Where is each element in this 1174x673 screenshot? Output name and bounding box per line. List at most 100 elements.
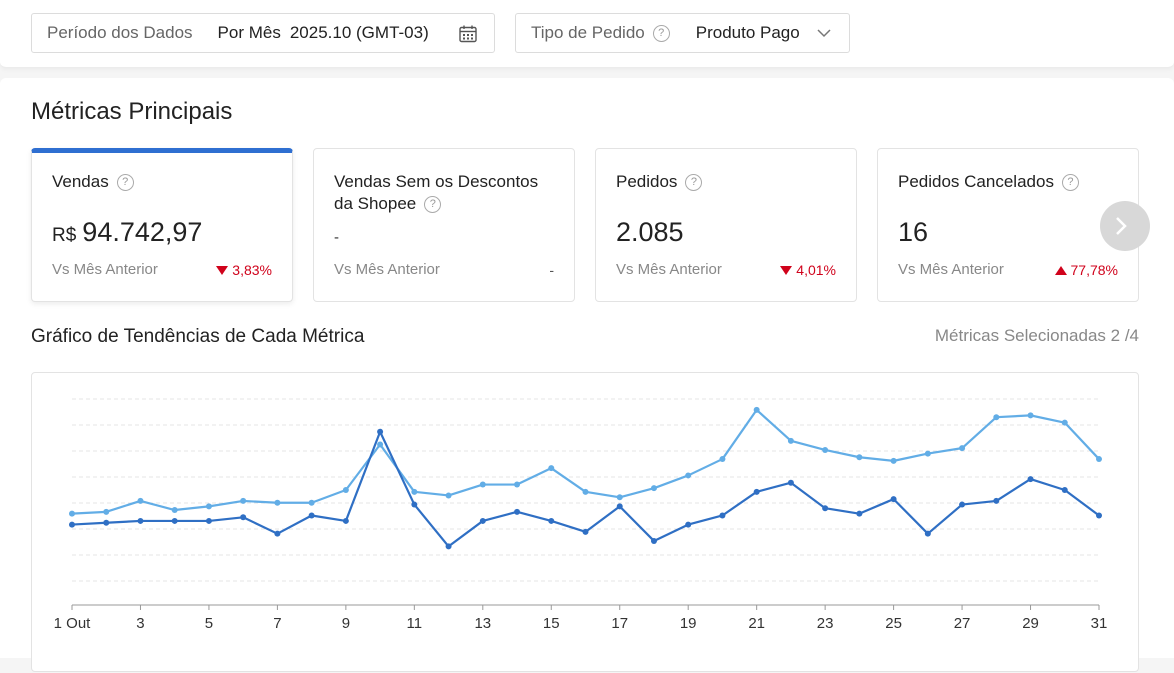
data-point-dark <box>377 428 384 435</box>
data-point-light <box>205 503 212 510</box>
card-change: 4,01% <box>780 262 836 278</box>
data-point-light <box>719 456 726 463</box>
data-point-dark <box>1061 487 1068 493</box>
x-tick-label: 7 <box>273 615 281 632</box>
x-tick-label: 9 <box>342 615 350 632</box>
x-tick-label: 11 <box>407 615 423 632</box>
data-point-dark <box>856 510 863 517</box>
data-point-dark <box>445 543 452 550</box>
data-point-light <box>685 472 692 479</box>
data-point-light <box>890 457 897 464</box>
x-tick-label: 21 <box>748 615 765 632</box>
data-point-light <box>69 510 75 517</box>
data-point-light <box>1096 456 1102 463</box>
x-tick-label: 25 <box>885 615 902 632</box>
x-tick-label: 5 <box>205 615 213 632</box>
chevron-down-icon[interactable] <box>817 28 831 38</box>
next-cards-button[interactable] <box>1100 201 1150 251</box>
metric-card-sales[interactable]: Vendas? R$ 94.742,97 Vs Mês Anterior 3,83… <box>31 148 293 302</box>
arrow-up-icon <box>1054 265 1067 275</box>
x-tick-label: 31 <box>1091 615 1108 632</box>
data-point-dark <box>171 517 178 524</box>
help-icon[interactable]: ? <box>652 24 670 42</box>
arrow-down-icon <box>216 265 229 275</box>
card-compare-label: Vs Mês Anterior <box>616 261 722 278</box>
data-point-dark <box>69 521 75 528</box>
currency-symbol: R$ <box>52 225 77 246</box>
data-point-dark <box>753 488 760 495</box>
data-point-light <box>514 481 521 488</box>
data-point-light <box>959 445 966 452</box>
main-panel: Métricas Principais Vendas? R$ 94.742,97 … <box>0 78 1174 672</box>
card-change: 77,78% <box>1054 262 1118 278</box>
metric-card-orders[interactable]: Pedidos? 2.085 Vs Mês Anterior 4,01% <box>595 148 857 302</box>
period-value: 2025.10 (GMT-03) <box>289 23 429 42</box>
metric-card-cancelled-orders[interactable]: Pedidos Cancelados? 16 Vs Mês Anterior 7… <box>877 148 1139 302</box>
help-icon[interactable]: ? <box>116 174 134 192</box>
data-point-dark <box>479 517 486 524</box>
card-title: Vendas? <box>52 171 277 193</box>
help-icon[interactable]: ? <box>1061 174 1079 192</box>
help-icon[interactable]: ? <box>685 174 703 192</box>
x-tick-label: 3 <box>136 615 144 632</box>
data-point-light <box>137 497 144 504</box>
metric-card-sales-no-discount[interactable]: Vendas Sem os Descontos da Shopee? - Vs … <box>313 148 575 302</box>
help-icon[interactable]: ? <box>424 196 442 214</box>
data-point-dark <box>240 514 247 521</box>
calendar-icon[interactable] <box>458 24 478 44</box>
data-point-light <box>753 406 760 413</box>
x-tick-label: 17 <box>611 615 628 632</box>
data-point-light <box>308 499 315 506</box>
data-point-light <box>445 492 452 499</box>
data-point-dark <box>616 503 623 510</box>
data-point-dark <box>137 517 144 524</box>
card-change: - <box>549 262 554 278</box>
data-point-dark <box>205 517 212 524</box>
period-mode: Por Mês <box>217 23 281 42</box>
data-point-dark <box>1096 512 1102 519</box>
x-tick-label: 23 <box>817 615 834 632</box>
period-filter[interactable]: Período dos Dados Por Mês 2025.10 (GMT-0… <box>31 13 495 53</box>
data-point-light <box>924 450 931 457</box>
data-point-light <box>616 494 623 501</box>
card-change: 3,83% <box>216 262 272 278</box>
x-tick-label: 19 <box>680 615 697 632</box>
data-point-light <box>787 437 794 444</box>
data-point-light <box>240 497 247 504</box>
data-point-dark <box>787 479 794 486</box>
selected-metrics-count[interactable]: Métricas Selecionadas 2 /4 <box>934 326 1139 345</box>
arrow-down-icon <box>780 265 793 275</box>
data-point-light <box>548 465 555 472</box>
card-value: R$ 94.742,97 <box>52 217 203 247</box>
data-point-dark <box>719 512 726 519</box>
data-point-dark <box>959 501 966 508</box>
x-tick-label: 1 Out <box>54 615 92 632</box>
data-point-light <box>822 446 829 453</box>
card-compare-label: Vs Mês Anterior <box>334 261 440 278</box>
order-type-label: Tipo de Pedido <box>531 23 645 42</box>
data-point-dark <box>1027 476 1034 483</box>
x-tick-label: 29 <box>1022 615 1039 632</box>
trend-chart: 1 Out 3 5 7 9 11 13 15 17 19 21 23 25 27 29 31 <box>54 398 1108 632</box>
data-point-dark <box>103 519 110 526</box>
data-point-dark <box>274 530 281 537</box>
card-title: Pedidos? <box>616 171 841 193</box>
section-title: Métricas Principais <box>31 98 233 125</box>
filter-bar: Período dos Dados Por Mês 2025.10 (GMT-0… <box>0 0 1174 68</box>
data-point-light <box>1027 412 1034 419</box>
data-point-dark <box>650 537 657 544</box>
period-label: Período dos Dados <box>47 23 193 42</box>
data-point-dark <box>548 517 555 524</box>
data-point-dark <box>342 517 349 524</box>
card-value: 16 <box>898 217 929 247</box>
data-point-dark <box>582 528 589 535</box>
trend-chart-title: Gráfico de Tendências de Cada Métrica <box>31 326 365 347</box>
data-point-light <box>650 485 657 492</box>
card-compare-label: Vs Mês Anterior <box>898 261 1004 278</box>
data-point-light <box>856 454 863 461</box>
trend-chart-container: 1 Out 3 5 7 9 11 13 15 17 19 21 23 25 27 29 31 <box>31 372 1139 672</box>
card-title: Vendas Sem os Descontos da Shopee? <box>334 172 539 214</box>
data-point-dark <box>924 530 931 537</box>
order-type-filter[interactable]: Tipo de Pedido ? Produto Pago <box>515 13 850 53</box>
card-value: - <box>334 229 339 246</box>
